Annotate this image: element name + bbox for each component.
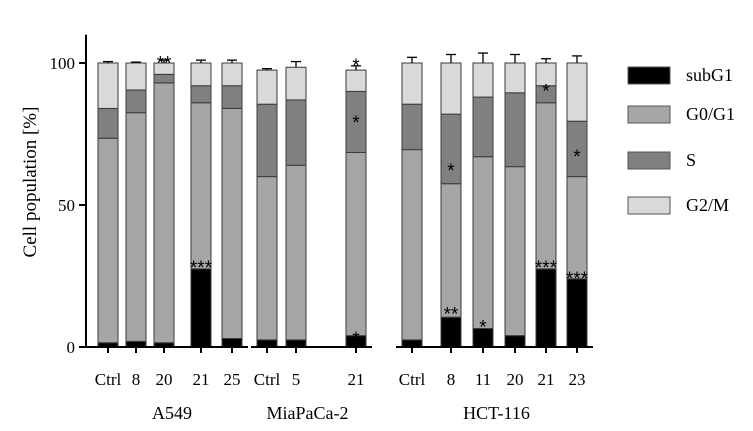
bar-segment-g0-g1 bbox=[256, 176, 278, 341]
legend-swatch bbox=[627, 196, 671, 215]
bar-segment-s bbox=[221, 85, 243, 109]
bar-segment-g2-m bbox=[472, 62, 494, 98]
bar-segment-g0-g1 bbox=[190, 102, 212, 270]
bar-segment-s bbox=[190, 85, 212, 104]
legend-label: G0/G1 bbox=[686, 104, 735, 124]
significance-marker: *** bbox=[190, 258, 213, 279]
bar-segment-g2-m bbox=[504, 62, 526, 94]
bar-segment-g0-g1 bbox=[345, 151, 367, 337]
significance-marker: * bbox=[447, 161, 455, 182]
x-tick-label: 8 bbox=[447, 370, 456, 389]
significance-marker: *** bbox=[566, 269, 589, 290]
bar-segment-g0-g1 bbox=[566, 176, 588, 280]
x-tick-label: 8 bbox=[132, 370, 141, 389]
x-tick-label: 20 bbox=[156, 370, 173, 389]
bar-segment-g2-m bbox=[440, 62, 462, 115]
bar-segment-s bbox=[256, 103, 278, 178]
bar-segment-s bbox=[401, 103, 423, 151]
bar-segment-s bbox=[472, 96, 494, 158]
significance-marker: * bbox=[542, 82, 550, 103]
bar-segment-g2-m bbox=[97, 62, 119, 109]
bar-segment-g0-g1 bbox=[440, 183, 462, 318]
significance-marker: *** bbox=[535, 258, 558, 279]
bar-segment-g2-m bbox=[256, 69, 278, 105]
bar-segment-g0-g1 bbox=[125, 112, 147, 342]
bar-segment-subg1 bbox=[190, 268, 212, 348]
legend-swatch bbox=[627, 151, 671, 170]
x-tick-label: 5 bbox=[292, 370, 301, 389]
bar-segment-subg1 bbox=[535, 268, 557, 348]
group-label: A549 bbox=[152, 403, 192, 423]
legend-swatch bbox=[627, 105, 671, 124]
bar-segment-subg1 bbox=[285, 339, 307, 348]
significance-marker: * bbox=[352, 329, 360, 350]
bar-segment-subg1 bbox=[221, 337, 243, 348]
y-tick-label: 50 bbox=[58, 196, 75, 215]
x-tick-label: Ctrl bbox=[254, 370, 281, 389]
legend-swatch bbox=[627, 66, 671, 85]
x-tick-label: 21 bbox=[348, 370, 365, 389]
group-label: HCT-116 bbox=[463, 403, 530, 423]
bar-segment-g0-g1 bbox=[153, 82, 175, 344]
bar-segment-s bbox=[504, 92, 526, 168]
bar-segment-g0-g1 bbox=[472, 156, 494, 330]
bar-segment-g0-g1 bbox=[285, 164, 307, 341]
significance-marker: ** bbox=[157, 53, 172, 74]
bar-segment-s bbox=[125, 89, 147, 114]
x-tick-label: Ctrl bbox=[399, 370, 426, 389]
plot-area: 0 50 100 Ctrl 8 20 21 25 Ctrl 5 21 Ctrl 8 11 20 21 23 A54… bbox=[50, 34, 593, 423]
bar-segment-g2-m bbox=[566, 62, 588, 122]
bar-segment-g2-m bbox=[221, 62, 243, 87]
y-tick-label: 0 bbox=[67, 338, 76, 357]
x-tick-label: 20 bbox=[507, 370, 524, 389]
x-tick-label: Ctrl bbox=[95, 370, 122, 389]
bar-segment-g0-g1 bbox=[535, 102, 557, 270]
significance-marker: * bbox=[352, 56, 360, 77]
bar-segment-g2-m bbox=[125, 62, 147, 91]
x-tick-label: 23 bbox=[569, 370, 586, 389]
significance-marker: * bbox=[352, 113, 360, 134]
bar-segment-g0-g1 bbox=[221, 107, 243, 339]
bar-segment-s bbox=[153, 73, 175, 84]
legend: subG1 G0/G1 S G2/M bbox=[627, 65, 735, 215]
x-tick-label: 11 bbox=[475, 370, 491, 389]
y-axis-label: Cell population [%] bbox=[20, 107, 41, 258]
bar-segment-g0-g1 bbox=[97, 137, 119, 344]
x-tick-label: 21 bbox=[193, 370, 210, 389]
bar-segment-g0-g1 bbox=[504, 166, 526, 337]
bar-segment-g2-m bbox=[285, 66, 307, 101]
bar-segment-subg1 bbox=[504, 335, 526, 348]
bar-segment-s bbox=[285, 99, 307, 166]
x-tick-label: 25 bbox=[224, 370, 241, 389]
legend-label: G2/M bbox=[686, 195, 729, 215]
significance-marker: * bbox=[479, 317, 487, 338]
bar-segment-subg1 bbox=[256, 339, 278, 348]
x-tick-label: 21 bbox=[538, 370, 555, 389]
significance-marker: * bbox=[573, 147, 581, 168]
y-tick-label: 100 bbox=[50, 54, 76, 73]
significance-marker: ** bbox=[444, 305, 459, 326]
bar-segment-g0-g1 bbox=[401, 149, 423, 341]
group-label: MiaPaCa-2 bbox=[267, 403, 349, 423]
bar-segment-g2-m bbox=[190, 62, 212, 87]
legend-label: S bbox=[686, 150, 696, 170]
legend-label: subG1 bbox=[686, 65, 733, 85]
bar-segment-g2-m bbox=[401, 62, 423, 105]
bar-segment-subg1 bbox=[401, 339, 423, 348]
bar-segment-s bbox=[97, 107, 119, 139]
